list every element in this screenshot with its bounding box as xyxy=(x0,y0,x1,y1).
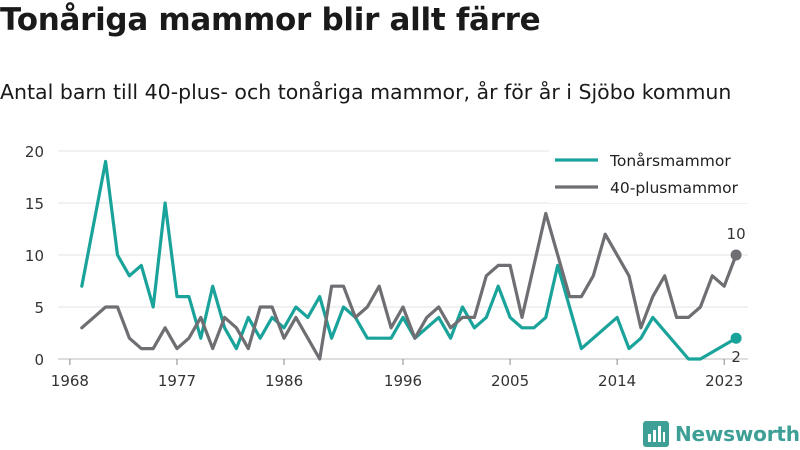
x-tick-label: 1986 xyxy=(265,372,303,390)
series-end-point-0 xyxy=(730,332,742,344)
series-line-1 xyxy=(80,211,738,361)
y-tick-label: 0 xyxy=(34,351,44,369)
series-end-label-1: 10 xyxy=(727,225,746,243)
x-tick-label: 2023 xyxy=(705,372,743,390)
series-end-label-0: 2 xyxy=(731,348,741,366)
bar-chart-icon xyxy=(643,421,669,447)
x-tick-label: 1996 xyxy=(384,372,422,390)
y-tick-label: 5 xyxy=(34,299,44,317)
brand-name: Newsworthy xyxy=(675,422,800,446)
series-end-point-1 xyxy=(730,249,742,261)
x-tick-label: 1968 xyxy=(51,372,89,390)
legend-label-1: 40-plusmammor xyxy=(610,179,739,197)
y-tick-label: 15 xyxy=(25,195,44,213)
chart-subtitle: Antal barn till 40-plus- och tonåriga ma… xyxy=(0,80,732,104)
x-tick-label: 1977 xyxy=(158,372,196,390)
newsworthy-logo: Newsworthy xyxy=(643,420,800,448)
legend-label-0: Tonårsmammor xyxy=(609,152,731,170)
series-line-0 xyxy=(80,159,738,361)
x-tick-label: 2005 xyxy=(491,372,529,390)
chart-title: Tonåriga mammor blir allt färre xyxy=(0,2,541,38)
legend-box xyxy=(549,145,757,203)
y-tick-label: 20 xyxy=(25,143,44,161)
x-tick-label: 2014 xyxy=(598,372,636,390)
y-tick-label: 10 xyxy=(25,247,44,265)
